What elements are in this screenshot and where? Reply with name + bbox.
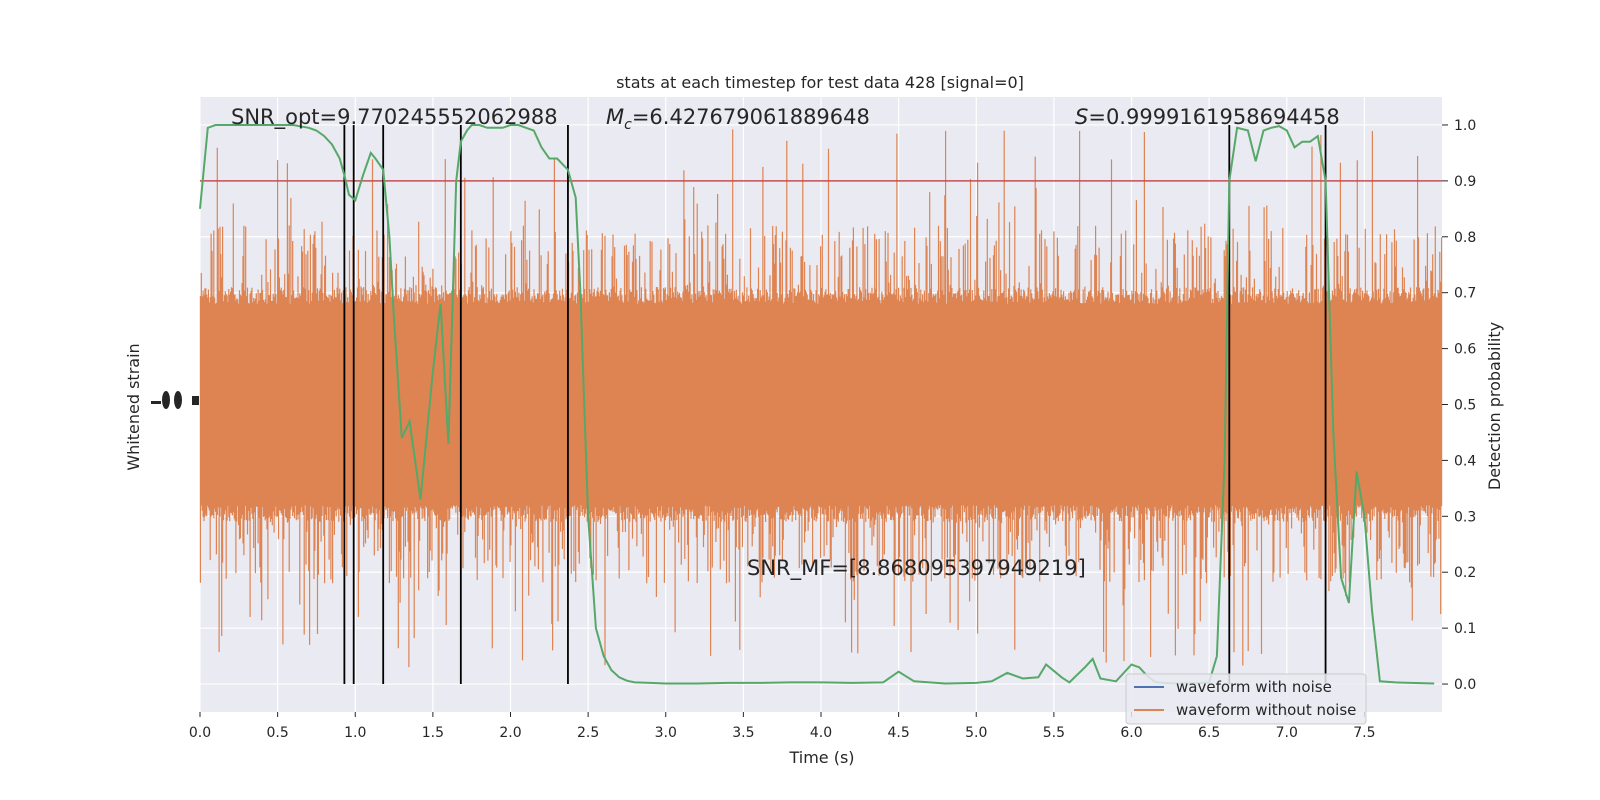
right-y-axis-label: Detection probability xyxy=(1485,322,1504,490)
x-tick-label: 4.0 xyxy=(810,725,832,741)
x-tick-label: 3.5 xyxy=(732,725,754,741)
x-tick-label: 6.0 xyxy=(1120,725,1142,741)
x-tick-label: 5.0 xyxy=(965,725,987,741)
x-tick-label: 4.5 xyxy=(887,725,909,741)
detection-probability-line xyxy=(199,124,1435,685)
y-tick-label: 0.0 xyxy=(1454,677,1476,693)
x-axis-ticks: 0.0 0.5 1.0 1.5 2.0 2.5 3.0 3.5 4.0 4.5 5.0 5.5 6.0 6… xyxy=(189,712,1376,741)
y-tick-label: 0.6 xyxy=(1454,342,1476,358)
y-tick-label: 1.0 xyxy=(1454,118,1476,134)
x-tick-label: 2.5 xyxy=(577,725,599,741)
strain-band-spikes xyxy=(199,129,1443,668)
y-tick-label: 0.2 xyxy=(1454,565,1476,581)
x-tick-label: 7.5 xyxy=(1353,725,1375,741)
chirp-mass-annotation: Mc=6.427679061889648 xyxy=(606,105,870,133)
legend-label-without-noise: waveform without noise xyxy=(1176,701,1356,719)
y-tick-label: 0.4 xyxy=(1454,453,1476,469)
y-tick-label: 0.7 xyxy=(1454,286,1476,302)
event-vertical-lines xyxy=(343,124,1327,685)
x-tick-label: 1.0 xyxy=(344,725,366,741)
chart-title: stats at each timestep for test data 428… xyxy=(616,73,1024,92)
s-annotation: S=0.9999161958694458 xyxy=(1075,105,1340,129)
left-y-axis-label: Whitened strain xyxy=(124,343,143,470)
x-tick-label: 5.5 xyxy=(1043,725,1065,741)
y-tick-label: 0.3 xyxy=(1454,509,1476,525)
x-tick-label: 3.0 xyxy=(655,725,677,741)
legend-box xyxy=(1125,673,1367,725)
y-tick-label: 0.8 xyxy=(1454,230,1476,246)
left-axis-overlapped-ticks xyxy=(151,391,199,409)
x-axis-label: Time (s) xyxy=(788,748,854,767)
snr-mf-annotation: SNR_MF=[8.868095397949219] xyxy=(747,556,1086,581)
legend-label-with-noise: waveform with noise xyxy=(1176,678,1332,696)
x-tick-label: 0.0 xyxy=(189,725,211,741)
x-tick-label: 7.0 xyxy=(1276,725,1298,741)
strain-band xyxy=(199,129,1443,668)
y-tick-label: 0.9 xyxy=(1454,174,1476,190)
snr-opt-annotation: SNR_opt=9.770245552062988 xyxy=(231,105,558,130)
right-y-axis-ticks: 0.0 0.1 0.2 0.3 0.4 0.5 0.6 0.7 0.8 0.9 1.0 xyxy=(1442,118,1476,693)
x-tick-label: 6.5 xyxy=(1198,725,1220,741)
y-tick-label: 0.1 xyxy=(1454,621,1476,637)
y-tick-label: 0.5 xyxy=(1454,398,1476,414)
legend: waveform with noise waveform without noi… xyxy=(1125,673,1367,725)
x-tick-label: 1.5 xyxy=(422,725,444,741)
x-tick-label: 2.0 xyxy=(499,725,521,741)
detection-probability-series xyxy=(199,124,1435,685)
x-tick-label: 0.5 xyxy=(266,725,288,741)
